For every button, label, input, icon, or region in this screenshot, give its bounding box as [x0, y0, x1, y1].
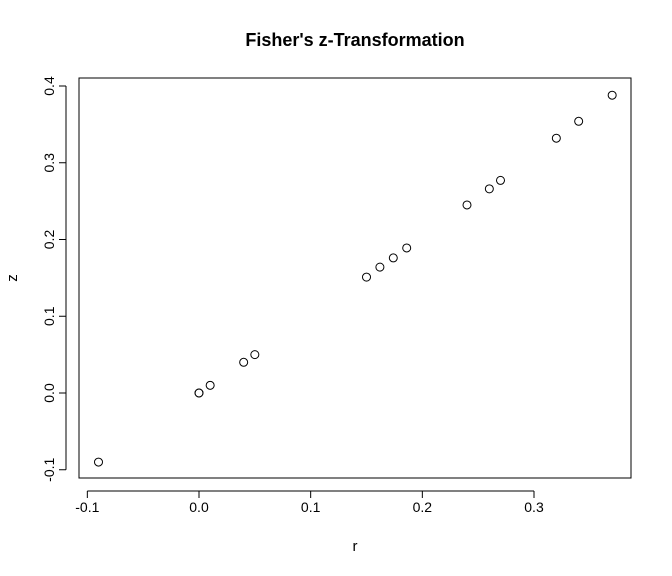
x-tick-label: 0.0 [189, 499, 209, 515]
data-point [375, 262, 385, 272]
data-point [574, 116, 584, 126]
data-point [93, 457, 103, 467]
data-point [388, 253, 398, 263]
y-tick-label: 0.1 [41, 306, 57, 326]
x-axis-label: r [353, 538, 358, 555]
x-tick-label: 0.1 [301, 499, 321, 515]
y-axis-label: z [4, 274, 21, 282]
data-points [93, 90, 617, 467]
data-point [239, 357, 249, 367]
x-axis: -0.1 0.0 0.1 0.2 0.3 [75, 490, 544, 515]
data-point [462, 200, 472, 210]
data-point [250, 350, 260, 360]
y-tick-label: 0.4 [41, 76, 57, 96]
data-point [484, 184, 494, 194]
data-point [362, 272, 372, 282]
x-tick-label: 0.3 [524, 499, 544, 515]
data-point [194, 388, 204, 398]
y-tick-label: -0.1 [41, 457, 57, 481]
data-point [402, 243, 412, 253]
y-tick-label: 0.3 [41, 153, 57, 173]
data-point [551, 133, 561, 143]
data-point [205, 380, 215, 390]
y-tick-label: 0.0 [41, 383, 57, 403]
y-tick-label: 0.2 [41, 230, 57, 250]
plot-frame [78, 77, 632, 479]
data-point [607, 90, 617, 100]
y-axis: -0.1 0.0 0.1 0.2 0.3 0.4 [41, 76, 67, 482]
chart-title: Fisher's z-Transformation [245, 30, 464, 50]
x-tick-label: 0.2 [413, 499, 433, 515]
data-point [496, 175, 506, 185]
x-tick-label: -0.1 [75, 499, 99, 515]
